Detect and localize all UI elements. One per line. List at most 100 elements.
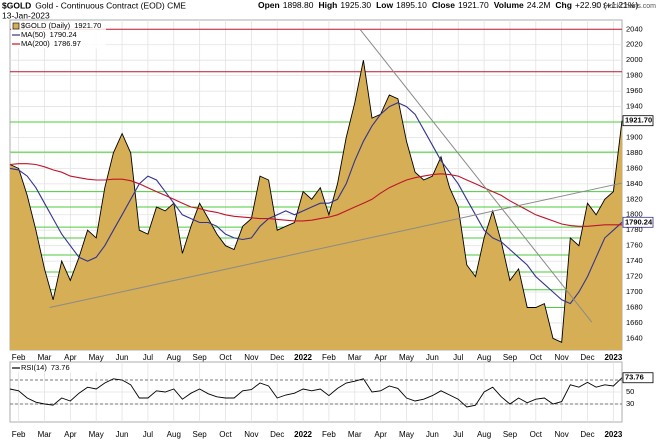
- quote-label: Volume: [494, 0, 524, 10]
- x-tick-label: Nov: [244, 430, 258, 439]
- quote-value: 24.2M: [527, 0, 551, 10]
- y-tick-label: 1840: [626, 179, 643, 188]
- quote-value: 1898.80: [283, 0, 314, 10]
- date: 13-Jan-2023: [2, 10, 50, 20]
- legend-value: 1786.97: [54, 39, 81, 48]
- value-box: [622, 115, 654, 127]
- x-tick-label: Jul: [453, 353, 463, 362]
- legend-label: MA(200): [21, 39, 50, 48]
- y-tick-label: 1760: [626, 241, 643, 250]
- series-line: [9, 60, 623, 343]
- x-tick-label: Aug: [167, 430, 181, 439]
- y-tick-label: 30: [626, 399, 634, 408]
- quote-value: 1925.30: [340, 0, 371, 10]
- series-line: [9, 102, 623, 305]
- x-tick-label: Oct: [219, 430, 232, 439]
- x-tick-label: Jul: [143, 353, 153, 362]
- y-tick-label: 1660: [626, 318, 643, 327]
- y-tick-label: 1640: [626, 333, 643, 342]
- y-tick-label: 1700: [626, 287, 643, 296]
- y-tick-label: 1800: [626, 210, 643, 219]
- x-tick-label: Feb: [12, 353, 26, 362]
- symbol: $GOLD: [2, 0, 31, 10]
- x-tick-label: May: [399, 430, 414, 439]
- legend-value: 73.76: [51, 363, 70, 372]
- x-tick-label: Sep: [503, 353, 518, 362]
- x-tick-label: Jun: [116, 430, 129, 439]
- credit: © StockCharts.com: [596, 2, 657, 10]
- x-tick-label: Sep: [193, 430, 208, 439]
- legend-swatch: [12, 22, 20, 30]
- quote-label: Low: [376, 0, 393, 10]
- value-box: [622, 372, 654, 384]
- x-tick-label: May: [89, 430, 104, 439]
- y-tick-label: 1720: [626, 272, 643, 281]
- x-tick-label: 2023: [604, 430, 622, 439]
- legend-label: RSI(14): [21, 363, 47, 372]
- y-tick-label: 1780: [626, 225, 643, 234]
- x-tick-label: Apr: [374, 430, 387, 439]
- x-tick-label: May: [89, 353, 104, 362]
- quote-line: Open 1898.80 High 1925.30 Low 1895.10 Close 192…: [258, 0, 638, 10]
- legend-label: $GOLD (Daily): [21, 21, 71, 30]
- x-tick-label: 2023: [604, 353, 622, 362]
- x-tick-label: 2022: [294, 430, 312, 439]
- quote-label: Chg: [555, 0, 572, 10]
- value-box-label: 1790.24: [625, 217, 653, 226]
- x-tick-label: Mar: [38, 430, 52, 439]
- quote-label: Open: [258, 0, 280, 10]
- trend-line: [49, 182, 623, 308]
- y-tick-label: 2020: [626, 40, 643, 49]
- x-tick-label: Nov: [555, 353, 569, 362]
- y-tick-label: 1680: [626, 302, 643, 311]
- x-tick-label: Oct: [530, 353, 543, 362]
- y-tick-label: 1880: [626, 148, 643, 157]
- x-tick-label: Mar: [38, 353, 52, 362]
- legend-value: 1921.70: [74, 21, 101, 30]
- y-tick-label: 1740: [626, 256, 643, 265]
- x-tick-label: Feb: [12, 430, 26, 439]
- value-box-label: 73.76: [625, 373, 644, 382]
- x-tick-label: Dec: [580, 430, 594, 439]
- legend-bg: [11, 39, 106, 49]
- legend-value: 1790.24: [50, 30, 77, 39]
- x-tick-label: Jul: [143, 430, 153, 439]
- quote-value: 1921.70: [458, 0, 489, 10]
- x-tick-label: Mar: [348, 430, 362, 439]
- x-tick-label: Dec: [270, 430, 284, 439]
- legend-bg: [11, 30, 106, 40]
- x-tick-label: Sep: [503, 430, 518, 439]
- x-tick-label: Apr: [64, 353, 77, 362]
- y-tick-label: 2040: [626, 24, 643, 33]
- x-tick-label: Jun: [116, 353, 129, 362]
- x-tick-label: Apr: [374, 353, 387, 362]
- trend-line: [359, 28, 593, 323]
- x-tick-label: Dec: [580, 353, 594, 362]
- series-line: [9, 163, 622, 227]
- x-tick-label: 2022: [294, 353, 312, 362]
- x-tick-label: Feb: [322, 353, 336, 362]
- y-tick-label: 50: [626, 387, 634, 396]
- y-tick-label: 1940: [626, 102, 643, 111]
- legend-label: MA(50): [21, 30, 46, 39]
- x-tick-label: Aug: [477, 353, 491, 362]
- legend-bg: [11, 363, 106, 373]
- quote-label: Close: [432, 0, 455, 10]
- y-tick-label: 1820: [626, 194, 643, 203]
- x-tick-label: Oct: [219, 353, 232, 362]
- quote-value: 1895.10: [396, 0, 427, 10]
- x-tick-label: Jun: [426, 430, 439, 439]
- x-tick-label: Oct: [530, 430, 543, 439]
- value-box-label: 1921.70: [625, 116, 652, 125]
- quote-value: +22.90 (+1.21%): [575, 0, 638, 10]
- value-box: [622, 216, 654, 228]
- x-tick-label: Jun: [426, 353, 439, 362]
- x-tick-label: Apr: [64, 430, 77, 439]
- series-line: [9, 377, 623, 408]
- y-tick-label: 1960: [626, 86, 643, 95]
- legend-bg: [11, 21, 106, 31]
- x-tick-label: Jul: [453, 430, 463, 439]
- y-tick-label: 2000: [626, 55, 643, 64]
- x-tick-label: Mar: [348, 353, 362, 362]
